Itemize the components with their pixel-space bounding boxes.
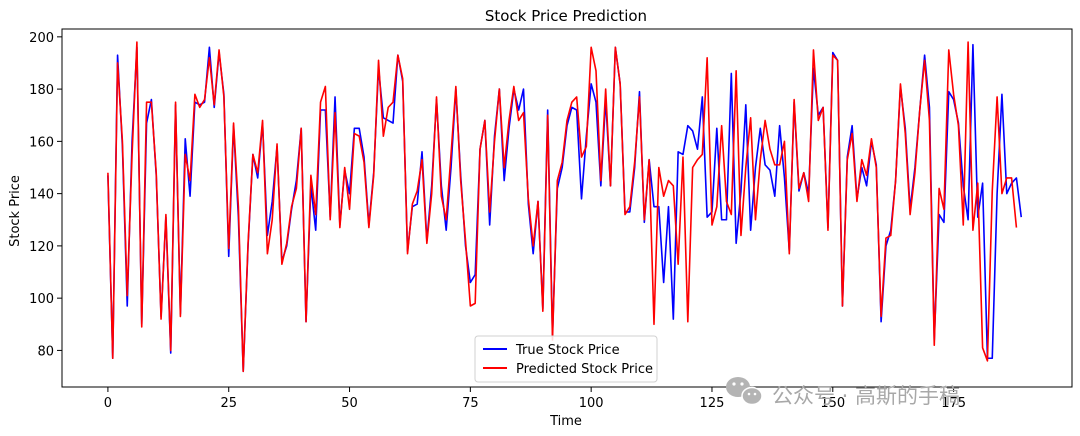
- x-tick-label: 25: [220, 396, 237, 411]
- x-tick-label: 50: [341, 396, 358, 411]
- series-line-predicted: [107, 41, 1018, 373]
- watermark: 公众号 · 高斯的手稿: [726, 377, 960, 408]
- legend: True Stock Price Predicted Stock Price: [474, 335, 658, 383]
- y-tick-label: 120: [29, 240, 54, 255]
- x-tick-label: 175: [941, 396, 966, 411]
- x-tick-label: 125: [700, 396, 725, 411]
- plot-area: [61, 28, 1073, 388]
- chart-title: Stock Price Prediction: [485, 7, 647, 25]
- legend-label-true: True Stock Price: [515, 343, 620, 358]
- x-tick-label: 0: [104, 396, 112, 411]
- x-axis: 0 25 50 75 100 125 150 175: [104, 387, 966, 411]
- y-tick-label: 180: [29, 83, 54, 98]
- y-tick-label: 200: [29, 31, 54, 46]
- x-axis-title: Time: [549, 414, 582, 429]
- plot-frame: [61, 28, 1073, 388]
- y-tick-label: 100: [29, 292, 54, 307]
- y-axis-title: Stock Price: [8, 175, 23, 247]
- wechat-icon: [726, 377, 763, 406]
- y-tick-label: 160: [29, 135, 54, 150]
- y-tick-label: 140: [29, 188, 54, 203]
- watermark-text: 公众号 · 高斯的手稿: [772, 384, 960, 408]
- y-axis: 80 100 120 140 160 180 200: [29, 31, 62, 359]
- x-tick-label: 75: [462, 396, 479, 411]
- legend-label-predicted: Predicted Stock Price: [516, 362, 653, 377]
- x-tick-label: 100: [579, 396, 604, 411]
- y-tick-label: 80: [37, 344, 54, 359]
- x-tick-label: 150: [820, 396, 845, 411]
